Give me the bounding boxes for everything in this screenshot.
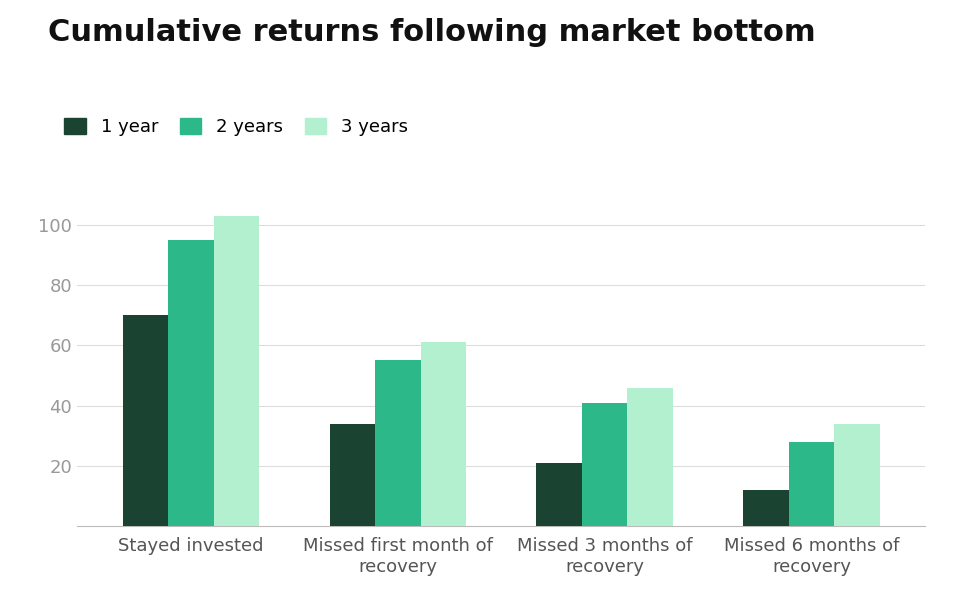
Bar: [628, 388, 673, 526]
Legend: 1 year, 2 years, 3 years: 1 year, 2 years, 3 years: [57, 111, 415, 144]
Bar: [122, 315, 168, 526]
Bar: [168, 240, 214, 526]
Bar: [835, 424, 880, 526]
Bar: [743, 490, 789, 526]
Bar: [789, 442, 835, 526]
Bar: [214, 216, 259, 526]
Text: Cumulative returns following market bottom: Cumulative returns following market bott…: [48, 18, 816, 47]
Bar: [536, 463, 582, 526]
Bar: [420, 342, 467, 526]
Bar: [375, 361, 420, 526]
Bar: [330, 424, 375, 526]
Bar: [582, 402, 628, 526]
